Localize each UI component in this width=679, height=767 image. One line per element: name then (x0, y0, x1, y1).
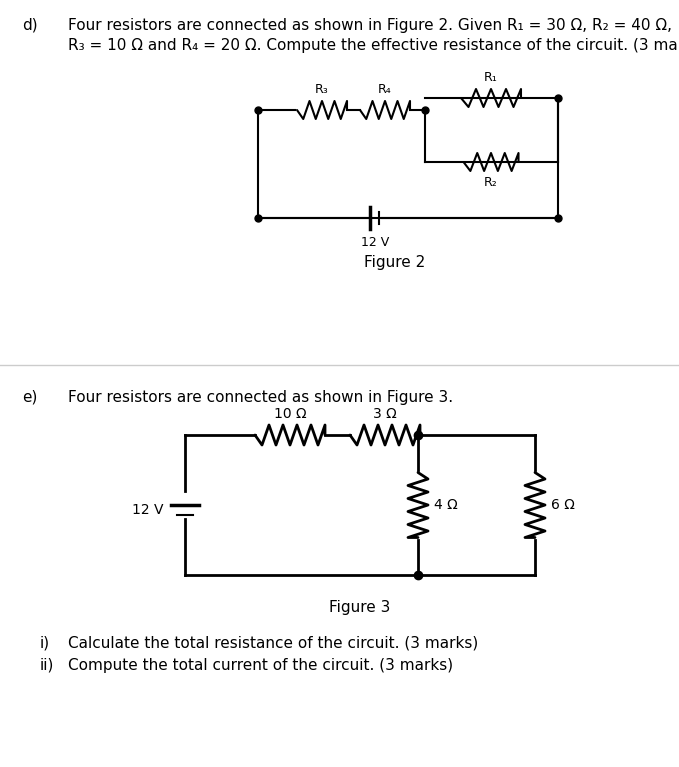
Text: 6 Ω: 6 Ω (551, 498, 575, 512)
Text: e): e) (22, 390, 37, 405)
Text: R₃ = 10 Ω and R₄ = 20 Ω. Compute the effective resistance of the circuit. (3 mar: R₃ = 10 Ω and R₄ = 20 Ω. Compute the eff… (68, 38, 679, 53)
Text: 10 Ω: 10 Ω (274, 407, 306, 421)
Text: Figure 2: Figure 2 (365, 255, 426, 270)
Text: Compute the total current of the circuit. (3 marks): Compute the total current of the circuit… (68, 658, 453, 673)
Text: R₂: R₂ (484, 176, 498, 189)
Text: ii): ii) (40, 658, 54, 673)
Text: 12 V: 12 V (361, 236, 389, 249)
Text: R₃: R₃ (315, 83, 329, 96)
Text: Four resistors are connected as shown in Figure 3.: Four resistors are connected as shown in… (68, 390, 453, 405)
Text: Calculate the total resistance of the circuit. (3 marks): Calculate the total resistance of the ci… (68, 635, 478, 650)
Text: d): d) (22, 18, 37, 33)
Text: R₁: R₁ (484, 71, 498, 84)
Text: Four resistors are connected as shown in Figure 2. Given R₁ = 30 Ω, R₂ = 40 Ω,: Four resistors are connected as shown in… (68, 18, 672, 33)
Text: i): i) (40, 635, 50, 650)
Text: Figure 3: Figure 3 (329, 600, 390, 615)
Text: 4 Ω: 4 Ω (434, 498, 458, 512)
Text: 3 Ω: 3 Ω (373, 407, 397, 421)
Text: R₄: R₄ (378, 83, 392, 96)
Text: 12 V: 12 V (132, 503, 163, 517)
